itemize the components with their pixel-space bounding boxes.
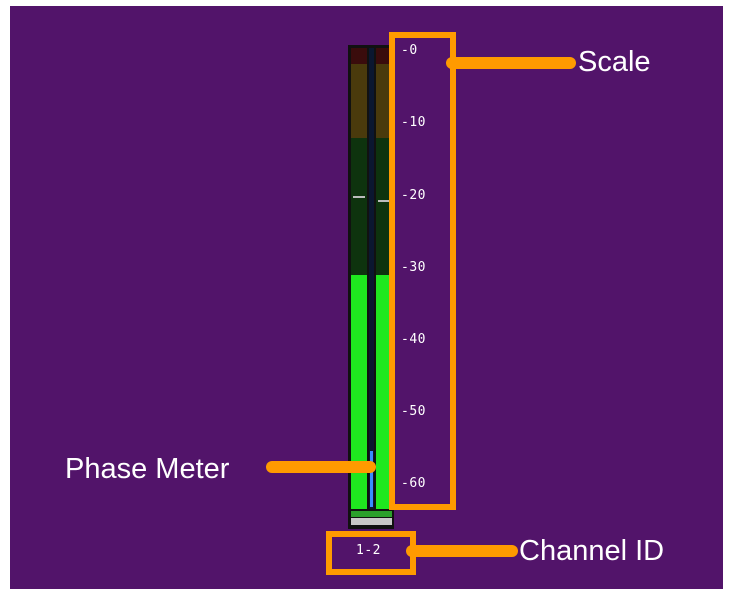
left-channel-meter [351,48,367,509]
scale-connector [446,57,576,69]
scale-tick-0: -0 [401,43,418,58]
phase-indicator [370,451,373,507]
scale-callout: Scale [578,46,651,78]
lit-level-segment [351,275,367,509]
phase-meter [369,48,374,509]
unlit-segment [351,138,367,275]
level-meter [348,45,394,529]
scale-highlight-box [389,32,456,510]
scale-tick-50: -50 [401,404,426,419]
scale-tick-10: -10 [401,115,426,130]
right-peak-marker [378,200,390,202]
meter-foot-cap [351,518,392,525]
scale-tick-20: -20 [401,188,426,203]
left-peak-marker [353,196,365,198]
phase-meter-callout: Phase Meter [65,453,230,485]
warning-segment [376,64,392,138]
warning-segment [351,64,367,138]
unlit-segment [376,138,392,275]
scale-tick-30: -30 [401,260,426,275]
lit-level-segment [376,275,392,509]
right-channel-meter [376,48,392,509]
clip-segment [376,48,392,64]
phase-meter-connector [266,461,376,473]
meter-foot-bar [351,511,392,517]
clip-segment [351,48,367,64]
scale-tick-60: -60 [401,476,426,491]
scale-tick-40: -40 [401,332,426,347]
channel-id-label: 1-2 [356,543,381,558]
channel-id-callout: Channel ID [519,535,665,567]
channel-id-connector [406,545,518,557]
